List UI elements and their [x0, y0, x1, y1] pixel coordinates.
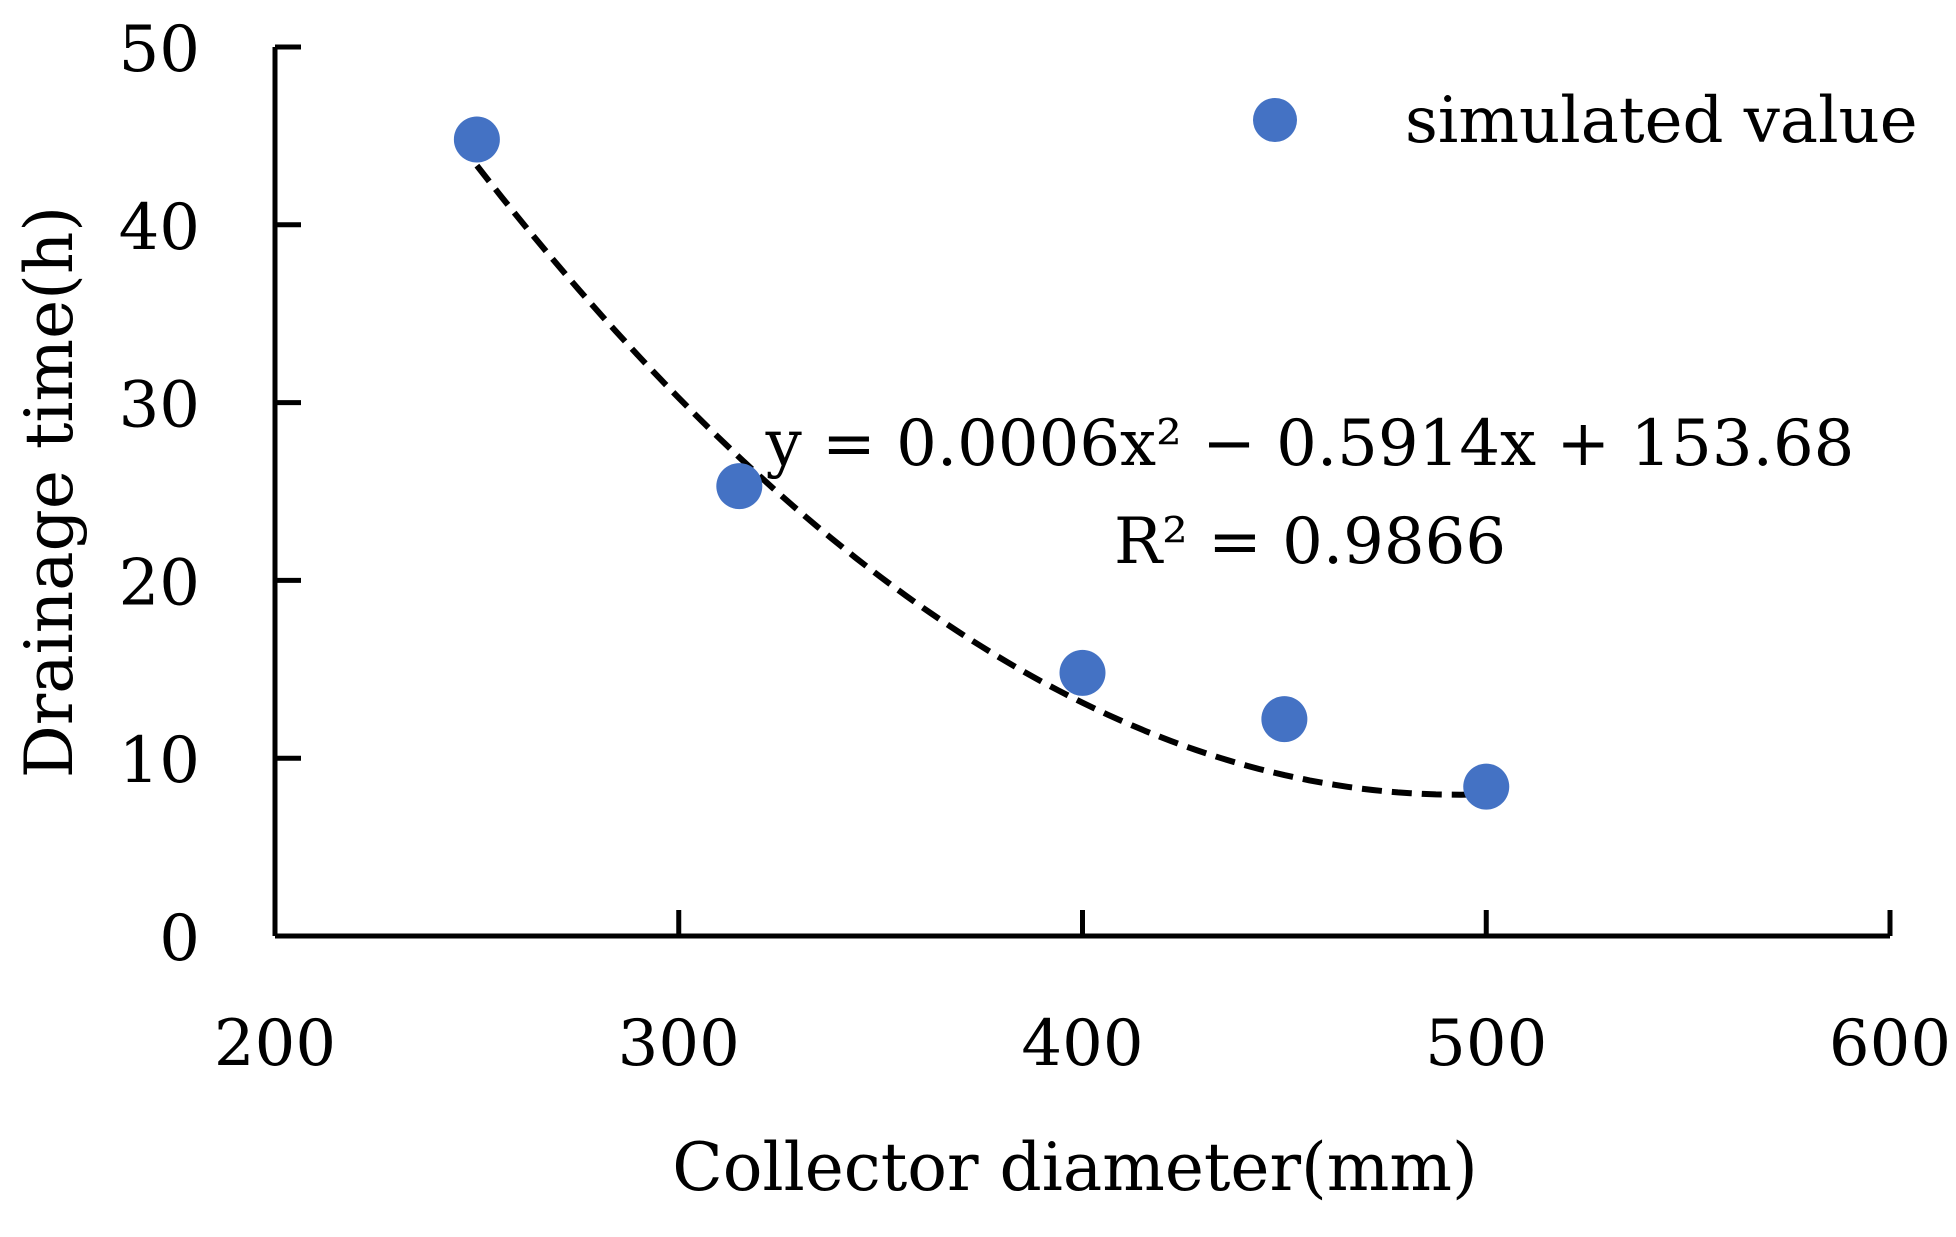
- trendline-equation: y = 0.0006x² − 0.5914x + 153.68: [765, 407, 1855, 481]
- y-tick-label: 50: [119, 13, 200, 87]
- y-tick-label: 0: [159, 902, 200, 976]
- y-axis-ticks: 0 10 20 30 40 50: [119, 13, 301, 976]
- data-point: [1463, 763, 1510, 810]
- x-tick-label: 500: [1425, 1007, 1547, 1081]
- data-point: [716, 463, 763, 510]
- trendline: [474, 163, 1487, 798]
- axes: [272, 47, 1890, 939]
- data-point: [453, 116, 500, 163]
- y-tick-label: 20: [119, 546, 200, 620]
- data-point: [1059, 649, 1106, 696]
- data-point: [1261, 696, 1308, 743]
- x-tick-label: 300: [618, 1007, 740, 1081]
- x-tick-label: 200: [214, 1007, 336, 1081]
- y-tick-label: 30: [119, 369, 200, 443]
- y-axis-title: Drainage time(h): [11, 206, 88, 778]
- x-axis-title: Collector diameter(mm): [672, 1129, 1477, 1206]
- trendline-r-squared: R² = 0.9866: [1114, 505, 1506, 579]
- legend-label: simulated value: [1405, 84, 1918, 158]
- data-points: [453, 116, 1510, 810]
- legend-marker: [1253, 98, 1297, 142]
- legend: simulated value: [1253, 84, 1918, 158]
- x-tick-label: 400: [1021, 1007, 1143, 1081]
- y-tick-label: 40: [119, 191, 200, 265]
- x-tick-label: 600: [1829, 1007, 1951, 1081]
- x-axis-ticks: 200 300 400 500 600: [214, 910, 1951, 1081]
- y-tick-label: 10: [119, 724, 200, 798]
